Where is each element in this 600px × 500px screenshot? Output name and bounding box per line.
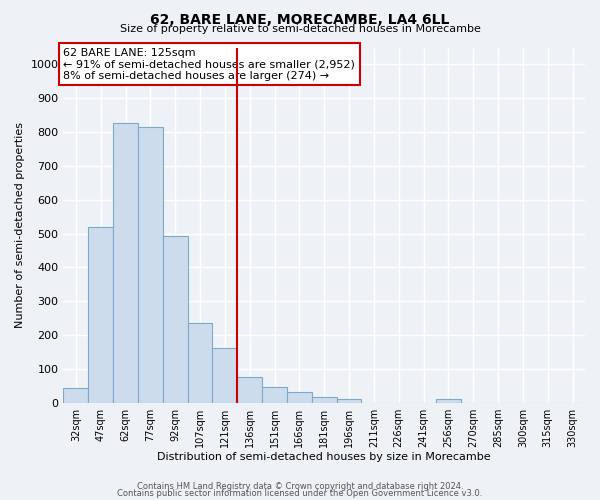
- Bar: [287, 392, 312, 402]
- Text: Contains HM Land Registry data © Crown copyright and database right 2024.: Contains HM Land Registry data © Crown c…: [137, 482, 463, 491]
- Text: Size of property relative to semi-detached houses in Morecambe: Size of property relative to semi-detach…: [119, 24, 481, 34]
- Bar: [138, 127, 163, 402]
- Y-axis label: Number of semi-detached properties: Number of semi-detached properties: [15, 122, 25, 328]
- Bar: [163, 236, 188, 402]
- Bar: [337, 400, 361, 402]
- Bar: [64, 388, 88, 402]
- Bar: [113, 122, 138, 402]
- Bar: [188, 323, 212, 402]
- Bar: [436, 400, 461, 402]
- X-axis label: Distribution of semi-detached houses by size in Morecambe: Distribution of semi-detached houses by …: [157, 452, 491, 462]
- Bar: [88, 227, 113, 402]
- Bar: [262, 387, 287, 402]
- Bar: [237, 378, 262, 402]
- Text: 62 BARE LANE: 125sqm
← 91% of semi-detached houses are smaller (2,952)
8% of sem: 62 BARE LANE: 125sqm ← 91% of semi-detac…: [64, 48, 355, 80]
- Text: 62, BARE LANE, MORECAMBE, LA4 6LL: 62, BARE LANE, MORECAMBE, LA4 6LL: [151, 12, 449, 26]
- Bar: [312, 396, 337, 402]
- Text: Contains public sector information licensed under the Open Government Licence v3: Contains public sector information licen…: [118, 489, 482, 498]
- Bar: [212, 348, 237, 403]
